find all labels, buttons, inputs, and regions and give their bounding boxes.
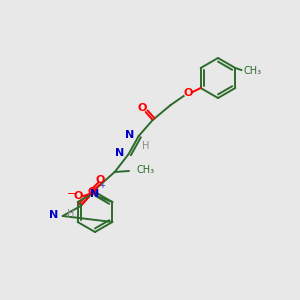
Text: O: O <box>184 88 194 98</box>
Text: +: + <box>99 183 105 189</box>
Text: −: − <box>67 189 76 199</box>
Text: CH₃: CH₃ <box>243 66 261 76</box>
Text: N: N <box>90 189 99 199</box>
Text: O: O <box>88 187 98 197</box>
Text: H: H <box>67 209 74 219</box>
Text: O: O <box>74 191 83 201</box>
Text: H: H <box>142 141 149 151</box>
Text: N: N <box>50 210 59 220</box>
Text: O: O <box>96 175 105 185</box>
Text: O: O <box>138 103 147 113</box>
Text: CH₃: CH₃ <box>137 165 155 175</box>
Text: N: N <box>125 130 135 140</box>
Text: N: N <box>116 148 125 158</box>
